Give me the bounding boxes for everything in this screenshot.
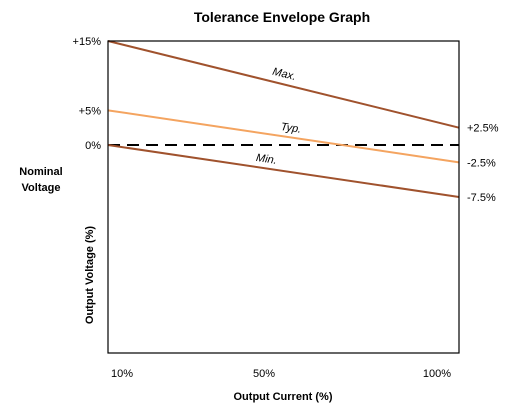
series-line-max (107, 40, 460, 129)
series-line-min (107, 144, 460, 198)
x-tick-label: 100% (423, 368, 451, 380)
nominal-voltage-label-line2: Voltage (22, 182, 61, 194)
x-tick-label: 50% (253, 368, 275, 380)
x-axis-title: Output Current (%) (234, 391, 333, 403)
x-tick-label: 10% (111, 368, 133, 380)
series-label-max: Max. (271, 66, 297, 83)
nominal-voltage-label-line1: Nominal (19, 166, 62, 178)
y-tick-label-left: +5% (79, 105, 102, 117)
series-label-min: Min. (255, 152, 277, 167)
y-tick-label-left: 0% (85, 140, 101, 152)
y-tick-label-left: +15% (73, 36, 102, 48)
y-tick-label-right: -2.5% (467, 157, 496, 169)
y-tick-label-right: +2.5% (467, 123, 499, 135)
chart-title: Tolerance Envelope Graph (194, 9, 370, 25)
plot-frame (107, 40, 460, 354)
y-tick-label-right: -7.5% (467, 192, 496, 204)
tick-labels: 10% 50% 100% +15% +5% 0% +2.5% -2.5% -7.5% (73, 36, 499, 380)
series-line-typ (107, 109, 460, 164)
series-label-typ: Typ. (280, 121, 302, 136)
y-axis-title: Output Voltage (%) (84, 226, 96, 325)
chart-marks: Max. Typ. Min. (107, 40, 460, 198)
